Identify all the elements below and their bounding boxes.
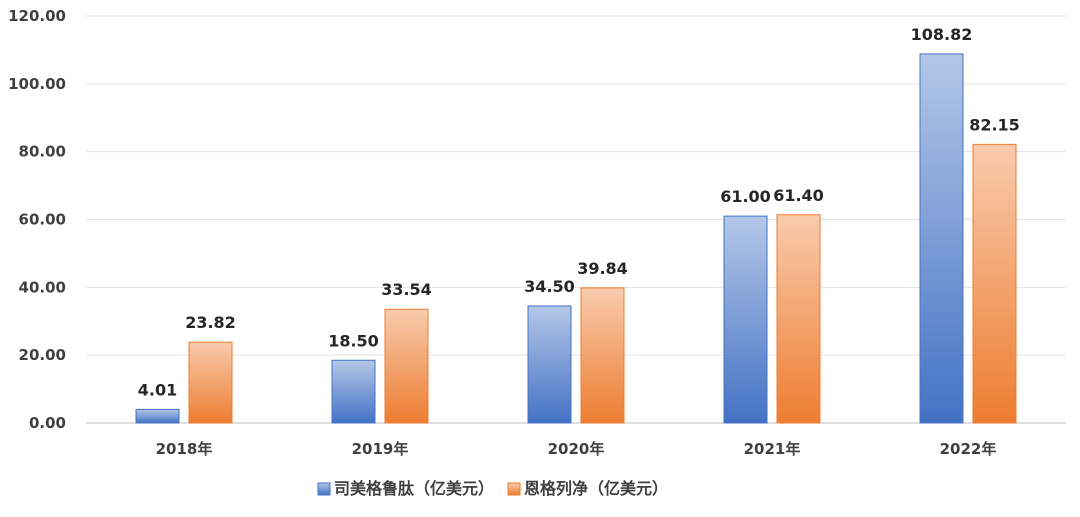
- legend[interactable]: 司美格鲁肽（亿美元） 恩格列净（亿美元）: [317, 479, 668, 498]
- data-label: 39.84: [577, 259, 628, 278]
- legend-label[interactable]: 恩格列净（亿美元）: [524, 479, 668, 498]
- x-axis-categories: 2018年 2019年 2020年 2021年 2022年: [156, 440, 997, 458]
- y-tick-label: 20.00: [19, 346, 66, 364]
- y-tick-label: 120.00: [8, 7, 66, 25]
- bar: [384, 308, 429, 424]
- bar: [972, 143, 1017, 424]
- y-tick-label: 0.00: [29, 414, 66, 432]
- bar: [135, 408, 180, 424]
- data-label: 4.01: [138, 380, 177, 399]
- legend-swatch: [317, 482, 331, 496]
- data-label: 33.54: [381, 280, 432, 299]
- bar: [580, 287, 625, 424]
- x-category-label: 2019年: [352, 440, 409, 458]
- data-label: 61.40: [773, 186, 824, 205]
- bar: [331, 359, 376, 424]
- y-tick-label: 40.00: [19, 278, 66, 296]
- bar: [527, 305, 572, 424]
- y-tick-label: 60.00: [19, 211, 66, 229]
- legend-label[interactable]: 司美格鲁肽（亿美元）: [334, 479, 494, 498]
- data-label: 61.00: [720, 187, 771, 206]
- data-label: 108.82: [911, 25, 973, 44]
- data-label: 82.15: [969, 115, 1020, 134]
- bar: [919, 53, 964, 424]
- x-category-label: 2021年: [744, 440, 801, 458]
- bar: [723, 215, 768, 424]
- bar: [188, 341, 233, 424]
- y-tick-label: 80.00: [19, 143, 66, 161]
- y-axis-ticks: 0.00 20.00 40.00 60.00 80.00 100.00 120.00: [8, 7, 66, 432]
- legend-swatch: [507, 482, 521, 496]
- data-label: 34.50: [524, 277, 575, 296]
- y-tick-label: 100.00: [8, 75, 66, 93]
- data-label: 23.82: [185, 313, 236, 332]
- data-label: 18.50: [328, 331, 379, 350]
- bar: [776, 214, 821, 424]
- x-category-label: 2022年: [940, 440, 997, 458]
- x-category-label: 2018年: [156, 440, 213, 458]
- x-category-label: 2020年: [548, 440, 605, 458]
- bars: [135, 53, 1017, 424]
- gridlines: [86, 15, 1066, 424]
